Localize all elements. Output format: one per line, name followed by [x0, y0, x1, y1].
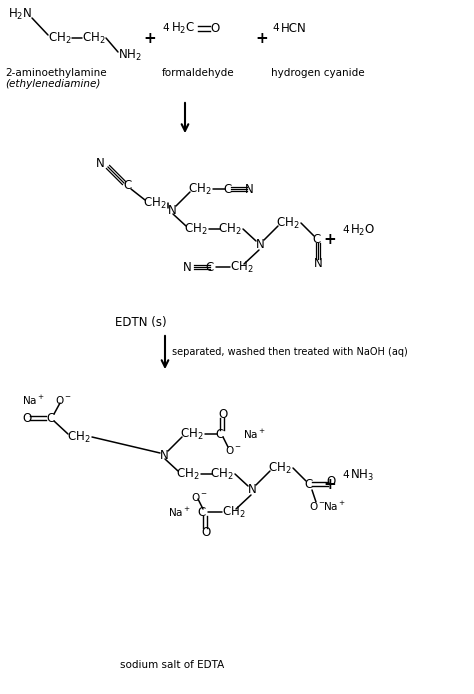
Text: CH$_2$: CH$_2$: [210, 466, 234, 482]
Text: CH$_2$: CH$_2$: [276, 215, 300, 230]
Text: H$_2$O: H$_2$O: [350, 223, 375, 237]
Text: C: C: [312, 232, 320, 246]
Text: +: +: [324, 232, 337, 246]
Text: 4: 4: [342, 470, 348, 480]
Text: CH$_2$: CH$_2$: [230, 260, 254, 275]
Text: CH$_2$: CH$_2$: [188, 181, 211, 196]
Text: Na$^+$: Na$^+$: [22, 393, 45, 407]
Text: Na$^+$: Na$^+$: [168, 505, 191, 518]
Text: C: C: [304, 477, 312, 491]
Text: CH$_2$: CH$_2$: [180, 426, 204, 441]
Text: CH$_2$: CH$_2$: [184, 221, 208, 237]
Text: C: C: [215, 428, 223, 441]
Text: HCN: HCN: [281, 22, 307, 35]
Text: O$^-$: O$^-$: [225, 444, 242, 456]
Text: C: C: [198, 505, 206, 518]
Text: C: C: [206, 260, 214, 273]
Text: EDTN (s): EDTN (s): [115, 316, 167, 328]
Text: N: N: [96, 157, 105, 169]
Text: CH$_2$: CH$_2$: [176, 466, 200, 482]
Text: O$^-$: O$^-$: [55, 394, 72, 406]
Text: N: N: [314, 257, 323, 269]
Text: (ethylenediamine): (ethylenediamine): [5, 79, 100, 89]
Text: NH$_2$: NH$_2$: [118, 47, 142, 62]
Text: CH$_2$: CH$_2$: [222, 505, 246, 520]
Text: O: O: [210, 22, 219, 35]
Text: O$^-$: O$^-$: [191, 491, 208, 503]
Text: N: N: [248, 482, 257, 496]
Text: +: +: [324, 477, 337, 491]
Text: N: N: [245, 183, 254, 196]
Text: +: +: [144, 31, 156, 46]
Text: separated, washed then treated with NaOH (aq): separated, washed then treated with NaOH…: [172, 347, 408, 357]
Text: 2-aminoethylamine: 2-aminoethylamine: [5, 68, 107, 78]
Text: Na$^+$: Na$^+$: [323, 500, 346, 513]
Text: 4: 4: [162, 23, 169, 33]
Text: N: N: [183, 260, 192, 273]
Text: NH$_3$: NH$_3$: [350, 468, 374, 482]
Text: 4: 4: [342, 225, 348, 235]
Text: CH$_2$: CH$_2$: [268, 460, 292, 475]
Text: H$_2$N: H$_2$N: [8, 6, 32, 22]
Text: H$_2$C: H$_2$C: [171, 20, 195, 35]
Text: N: N: [168, 203, 177, 217]
Text: O$^-$: O$^-$: [309, 500, 326, 512]
Text: N: N: [160, 448, 169, 462]
Text: CH$_2$: CH$_2$: [67, 430, 91, 445]
Text: C: C: [123, 178, 131, 192]
Text: O: O: [326, 475, 335, 487]
Text: C: C: [223, 183, 231, 196]
Text: C: C: [46, 412, 54, 425]
Text: N: N: [256, 237, 265, 251]
Text: +: +: [255, 31, 268, 46]
Text: O: O: [218, 407, 227, 421]
Text: Na$^+$: Na$^+$: [243, 428, 266, 441]
Text: sodium salt of EDTA: sodium salt of EDTA: [120, 660, 224, 670]
Text: formaldehyde: formaldehyde: [162, 68, 235, 78]
Text: CH$_2$: CH$_2$: [218, 221, 242, 237]
Text: 4: 4: [272, 23, 279, 33]
Text: CH$_2$: CH$_2$: [143, 196, 166, 210]
Text: CH$_2$: CH$_2$: [48, 31, 72, 46]
Text: hydrogen cyanide: hydrogen cyanide: [271, 68, 365, 78]
Text: O: O: [22, 412, 31, 425]
Text: O: O: [201, 525, 210, 539]
Text: CH$_2$: CH$_2$: [82, 31, 106, 46]
